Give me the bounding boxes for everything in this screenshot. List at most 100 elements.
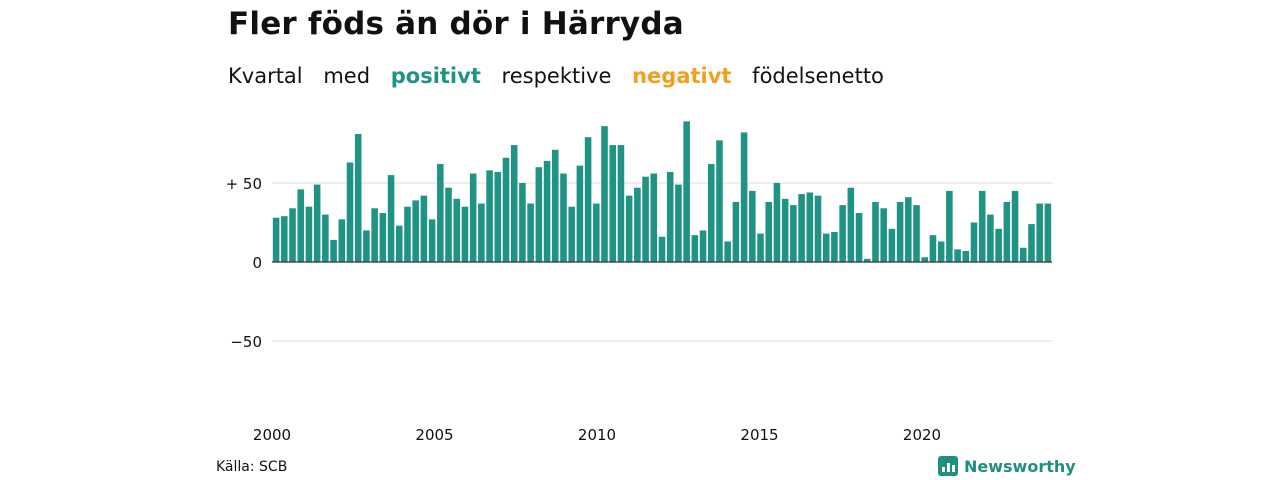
chart-title: Fler föds än dör i Härryda [228, 6, 684, 42]
bar [880, 208, 887, 262]
bar [494, 171, 502, 262]
subtitle-text-respectively: respektive [501, 64, 612, 88]
bar [806, 192, 814, 262]
bar [658, 236, 666, 262]
bar [798, 194, 805, 262]
bar [568, 206, 575, 262]
y-tick-label: + 50 [226, 175, 262, 193]
bar [551, 149, 559, 262]
bar [872, 201, 879, 262]
bar [822, 233, 830, 262]
x-tick-label: 2010 [578, 426, 616, 444]
bar [962, 250, 970, 262]
bar [609, 145, 617, 262]
bar [790, 205, 797, 262]
bar [379, 213, 387, 262]
bar [691, 235, 699, 262]
bar [814, 195, 822, 262]
bar [354, 134, 362, 262]
bar [412, 200, 419, 262]
bar [486, 170, 493, 262]
x-tick-label: 2005 [415, 426, 453, 444]
bar [617, 145, 625, 262]
bar [1028, 224, 1035, 262]
bar [740, 132, 748, 262]
bar [831, 231, 838, 262]
bar [560, 173, 567, 262]
bar [987, 214, 994, 262]
bar [863, 258, 871, 262]
bar [1003, 201, 1011, 262]
bar [921, 257, 929, 262]
bar [642, 176, 649, 262]
bar [970, 222, 978, 262]
bar [363, 230, 370, 262]
bar [724, 241, 731, 262]
bar [535, 167, 543, 262]
bar [839, 205, 846, 262]
bar [478, 203, 485, 262]
bar [666, 171, 674, 262]
brand-name: Newsworthy [964, 456, 1076, 476]
bar [913, 205, 920, 262]
bar [601, 126, 608, 263]
subtitle-positive-label: positivt [390, 64, 481, 88]
bar [576, 165, 584, 262]
bar [716, 140, 723, 262]
bar [634, 187, 641, 262]
bar [469, 173, 477, 262]
bar [749, 190, 756, 262]
bar [428, 219, 436, 262]
bar [272, 217, 280, 262]
bar [855, 213, 863, 262]
bar [954, 249, 961, 262]
bar [305, 206, 313, 262]
bar [683, 121, 690, 262]
bar [625, 195, 633, 262]
bar [387, 175, 395, 262]
bar [281, 216, 288, 262]
subtitle-text-with: med [323, 64, 371, 88]
bar [888, 228, 896, 262]
source-label: Källa: SCB [216, 459, 288, 475]
bar [937, 241, 945, 262]
bar [461, 206, 469, 262]
bar [510, 145, 518, 262]
subtitle-text-birth-net: födelsenetto [752, 64, 884, 88]
bar [527, 203, 534, 262]
bar [732, 201, 740, 262]
bar [675, 184, 682, 262]
bar [1019, 247, 1027, 262]
newsworthy-logo-icon [938, 456, 958, 476]
subtitle-negative-label: negativt [632, 64, 732, 88]
bar [371, 208, 378, 262]
bar [847, 187, 855, 262]
bar [297, 189, 305, 262]
bar [1011, 190, 1019, 262]
bar [404, 206, 411, 262]
bar [699, 230, 707, 262]
bar [946, 190, 953, 262]
bar [543, 160, 551, 262]
bar [765, 201, 773, 262]
bar [445, 187, 452, 262]
bar [707, 164, 715, 262]
bar [593, 203, 600, 262]
bar [289, 208, 296, 262]
bar [453, 198, 461, 262]
bar [896, 201, 904, 262]
bar [995, 228, 1002, 262]
bar [437, 164, 444, 262]
bar [929, 235, 937, 262]
bar [978, 190, 986, 262]
bar [773, 183, 781, 262]
bar [650, 173, 658, 262]
x-tick-label: 2020 [903, 426, 941, 444]
x-tick-label: 2000 [253, 426, 291, 444]
brand: Newsworthy [938, 456, 1076, 476]
bar [420, 195, 428, 262]
y-tick-label: 0 [252, 254, 262, 272]
y-tick-label: −50 [230, 333, 262, 351]
chart-subtitle: Kvartal med positivt respektive negativt… [228, 64, 898, 88]
